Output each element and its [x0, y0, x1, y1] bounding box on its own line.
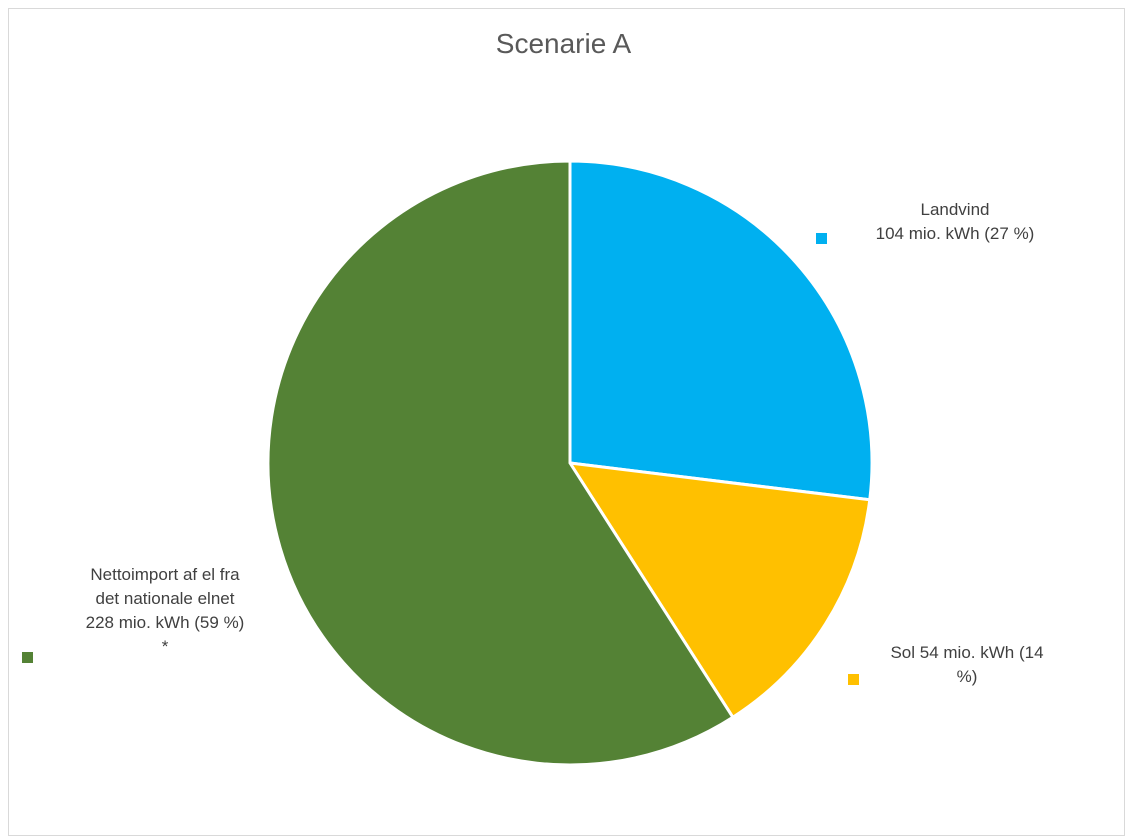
pie-slice-sol [567, 461, 872, 720]
data-label-landvind-text: Landvind 104 mio. kWh (27 %) [875, 200, 1035, 243]
legend-key-landvind [816, 233, 827, 244]
legend-key-sol [848, 674, 859, 685]
pie-slice-nettoimport [266, 159, 735, 767]
chart-title: Scenarie A [495, 28, 632, 59]
pie-slice-landvind [568, 159, 874, 502]
legend-key-nettoimport [22, 652, 33, 663]
data-label-nettoimport-text: Nettoimport af el fra det nationale elne… [85, 565, 245, 656]
data-label-landvind: Landvind 104 mio. kWh (27 %) [850, 198, 1060, 246]
data-label-nettoimport: Nettoimport af el fra det nationale elne… [40, 563, 290, 659]
data-label-sol-text: Sol 54 mio. kWh (14 %) [890, 643, 1044, 686]
data-label-sol: Sol 54 mio. kWh (14 %) [842, 641, 1092, 689]
